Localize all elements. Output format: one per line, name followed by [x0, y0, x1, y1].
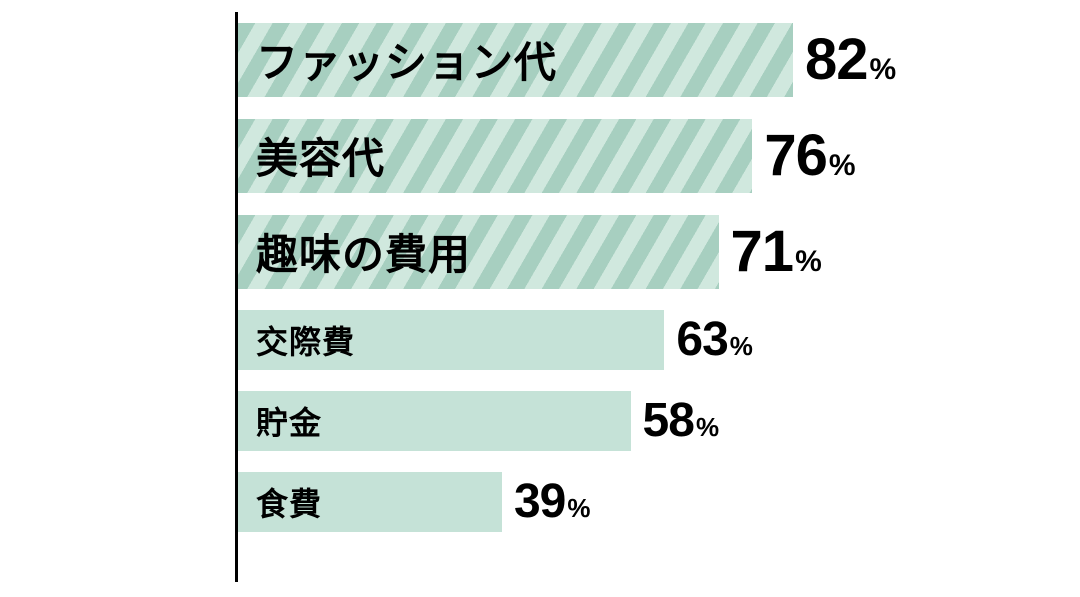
bar-hobby: 趣味の費用 — [238, 215, 719, 289]
bar-label: 美容代 — [256, 125, 385, 186]
bar-food: 食費 — [238, 472, 502, 532]
hbar-chart: ファッション代 82 % 美容代 76 % 趣味の費用 71 % 交際費 63 … — [235, 12, 935, 582]
value-number: 82 — [805, 31, 868, 89]
bar-beauty: 美容代 — [238, 119, 752, 193]
bar-value: 71 % — [731, 223, 822, 281]
value-number: 39 — [514, 478, 565, 526]
bar-savings: 貯金 — [238, 391, 631, 451]
bar-social: 交際費 — [238, 310, 664, 370]
bar-row: 貯金 58 % — [238, 381, 935, 461]
percent-sign: % — [795, 245, 822, 279]
bar-label: ファッション代 — [256, 29, 557, 90]
bar-row: 趣味の費用 71 % — [238, 204, 935, 299]
bar-value: 76 % — [764, 127, 855, 185]
bar-label: 食費 — [256, 479, 322, 525]
bar-value: 58 % — [643, 397, 720, 445]
bar-row: 交際費 63 % — [238, 300, 935, 380]
value-number: 71 — [731, 223, 794, 281]
bar-value: 82 % — [805, 31, 896, 89]
percent-sign: % — [696, 412, 719, 443]
bar-value: 63 % — [676, 316, 753, 364]
bar-row: ファッション代 82 % — [238, 12, 935, 107]
bar-label: 交際費 — [256, 317, 355, 363]
bar-fashion: ファッション代 — [238, 23, 793, 97]
value-number: 58 — [643, 397, 694, 445]
value-number: 63 — [676, 316, 727, 364]
percent-sign: % — [730, 331, 753, 362]
bar-row: 食費 39 % — [238, 462, 935, 542]
bar-label: 貯金 — [256, 398, 322, 444]
bar-label: 趣味の費用 — [256, 221, 471, 282]
bar-value: 39 % — [514, 478, 591, 526]
percent-sign: % — [829, 149, 856, 183]
bar-row: 美容代 76 % — [238, 108, 935, 203]
percent-sign: % — [870, 53, 897, 87]
value-number: 76 — [764, 127, 827, 185]
percent-sign: % — [567, 493, 590, 524]
